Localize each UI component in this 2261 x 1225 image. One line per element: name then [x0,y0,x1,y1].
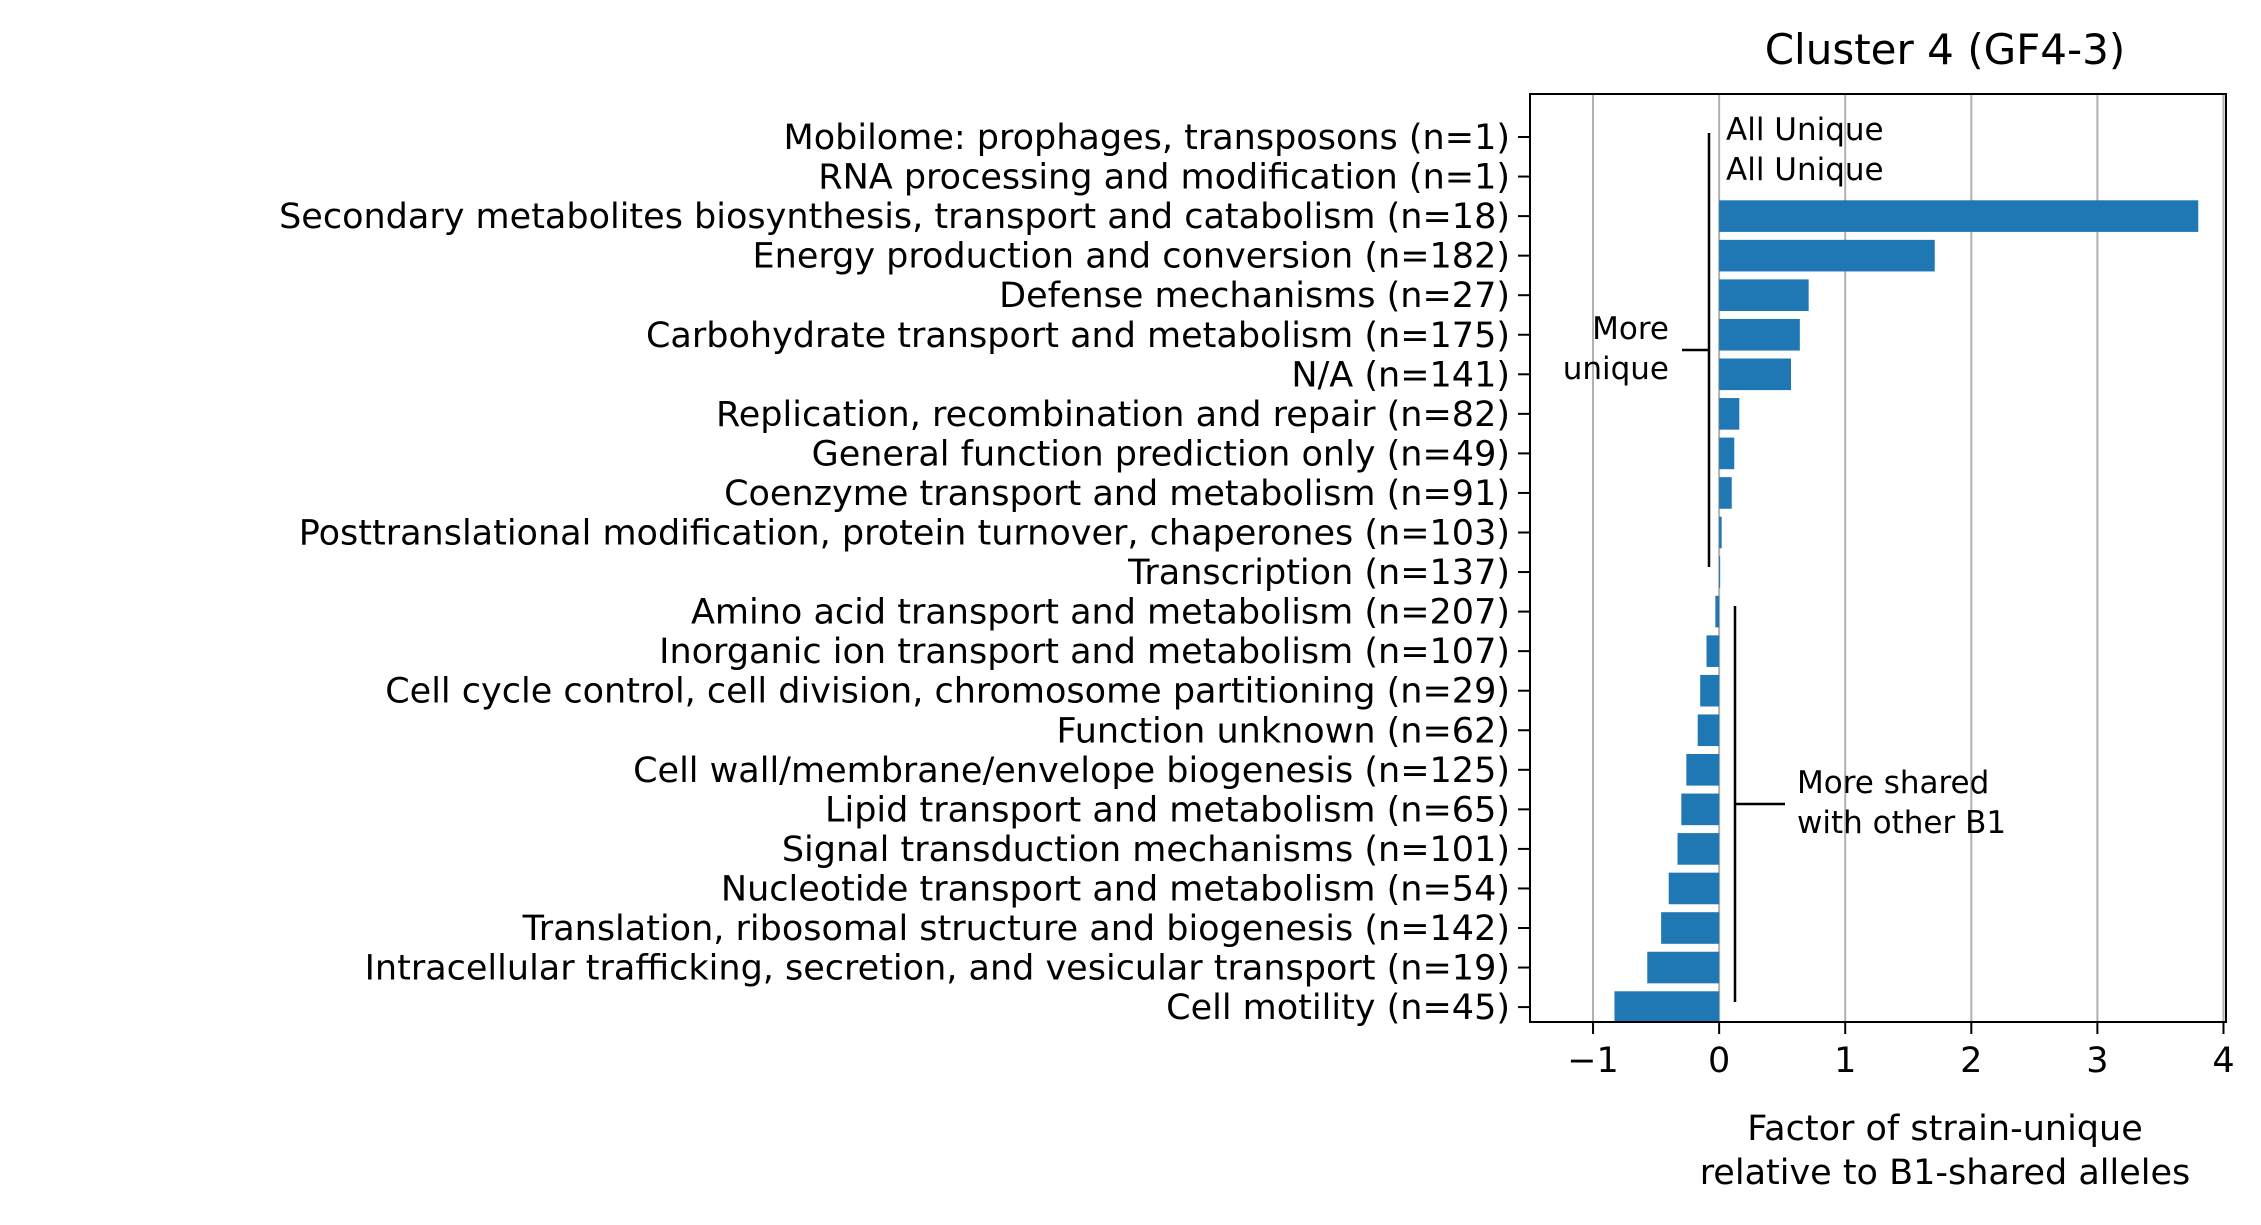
bar-16 [1686,754,1720,786]
y-tick-label-15: Function unknown (n=62) [1056,711,1510,751]
y-ticks: Mobilome: prophages, transposons (n=1)RN… [279,118,1530,1028]
y-tick-label-3: Energy production and conversion (n=182) [753,237,1510,277]
bar-12 [1715,595,1720,628]
x-tick-label-4: 3 [2086,1041,2108,1081]
x-axis-label-line-2: relative to B1-shared alleles [1700,1153,2191,1193]
x-axis-label-line-1: Factor of strain-unique [1747,1109,2142,1149]
x-tick-label-1: 0 [1708,1041,1730,1081]
bar-14 [1700,674,1720,707]
y-tick-label-0: Mobilome: prophages, transposons (n=1) [784,118,1510,158]
y-tick-label-16: Cell wall/membrane/envelope biogenesis (… [633,751,1510,791]
bar-10 [1719,516,1722,549]
y-tick-label-12: Amino acid transport and metabolism (n=2… [691,593,1510,633]
bar-19 [1668,872,1720,905]
y-tick-label-6: N/A (n=141) [1291,355,1510,395]
bar-13 [1706,635,1720,667]
x-ticks: −1 0 1 2 3 4 [1567,1022,2235,1081]
bars [1614,200,2199,1023]
bar-3 [1719,239,1935,272]
annotation-all-unique-rna: All Unique [1726,152,1884,188]
bar-18 [1677,833,1720,865]
y-tick-label-11: Transcription (n=137) [1127,553,1510,593]
bar-22 [1614,991,1720,1023]
y-tick-label-20: Translation, ribosomal structure and bio… [522,909,1510,949]
x-tick-label-2: 1 [1834,1041,1856,1081]
y-tick-label-4: Defense mechanisms (n=27) [999,276,1510,316]
bar-11 [1719,556,1721,588]
y-tick-label-14: Cell cycle control, cell division, chrom… [385,672,1510,712]
chart-title: Cluster 4 (GF4-3) [1765,25,2126,74]
y-tick-label-8: General function prediction only (n=49) [812,434,1510,474]
bar-17 [1681,793,1720,826]
annotation-more-unique-line-1: More [1592,311,1669,347]
y-tick-label-22: Cell motility (n=45) [1166,988,1510,1028]
bar-8 [1719,437,1735,470]
bar-4 [1719,279,1809,311]
y-tick-label-2: Secondary metabolites biosynthesis, tran… [279,197,1510,237]
annotation-more-shared-line-1: More shared [1797,765,1989,801]
annotation-brackets [1682,133,1785,1002]
y-tick-label-7: Replication, recombination and repair (n… [716,395,1510,435]
bar-6 [1719,358,1791,391]
y-tick-label-13: Inorganic ion transport and metabolism (… [659,632,1510,672]
bar-2 [1719,200,2199,232]
x-tick-label-0: −1 [1567,1041,1619,1081]
bar-5 [1719,318,1800,351]
annotation-more-unique-line-2: unique [1563,351,1669,387]
y-tick-label-10: Posttranslational modification, protein … [299,514,1510,554]
annotation-all-unique-mobilome: All Unique [1726,112,1884,148]
y-tick-label-21: Intracellular trafficking, secretion, an… [365,949,1510,989]
bar-20 [1661,912,1720,944]
plot-frame [1529,93,2227,1023]
y-tick-label-19: Nucleotide transport and metabolism (n=5… [721,869,1510,909]
y-tick-label-5: Carbohydrate transport and metabolism (n… [646,316,1510,356]
bar-15 [1697,714,1720,747]
bar-21 [1647,951,1720,984]
y-tick-label-18: Signal transduction mechanisms (n=101) [782,830,1510,870]
x-tick-label-3: 2 [1960,1041,1982,1081]
annotation-more-shared-line-2: with other B1 [1797,805,2006,841]
x-tick-label-5: 4 [2212,1041,2234,1081]
y-tick-label-17: Lipid transport and metabolism (n=65) [825,790,1510,830]
bar-9 [1719,477,1732,509]
y-tick-label-1: RNA processing and modification (n=1) [818,158,1510,198]
y-tick-label-9: Coenzyme transport and metabolism (n=91) [724,474,1510,514]
bar-7 [1719,398,1740,430]
